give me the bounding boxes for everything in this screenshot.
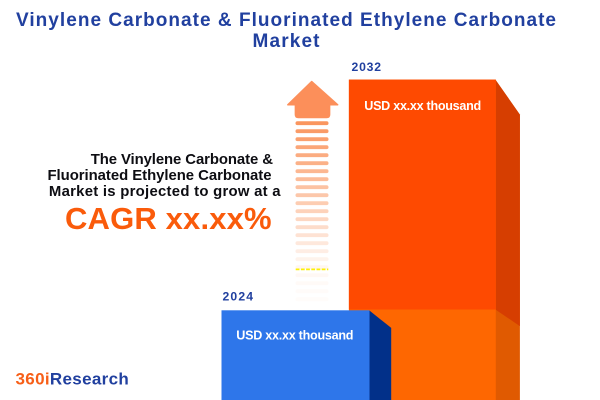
svg-text:CAGR xx.xx%: CAGR xx.xx% (65, 201, 272, 236)
svg-text:USD xx.xx thousand: USD xx.xx thousand (364, 99, 481, 113)
svg-text:USD xx.xx thousand: USD xx.xx thousand (236, 328, 353, 342)
svg-text:Market: Market (253, 31, 321, 52)
svg-text:Market is projected to grow at: Market is projected to grow at a (49, 184, 281, 200)
svg-text:2032: 2032 (352, 60, 382, 74)
svg-text:The Vinylene Carbonate &: The Vinylene Carbonate & (91, 152, 274, 168)
svg-text:Vinylene Carbonate & Fluorinat: Vinylene Carbonate & Fluorinated Ethylen… (16, 10, 556, 31)
svg-text:360iResearch: 360iResearch (16, 370, 129, 389)
svg-text:2024: 2024 (223, 289, 254, 303)
svg-text:Fluorinated Ethylene Carbonate: Fluorinated Ethylene Carbonate (48, 168, 272, 184)
